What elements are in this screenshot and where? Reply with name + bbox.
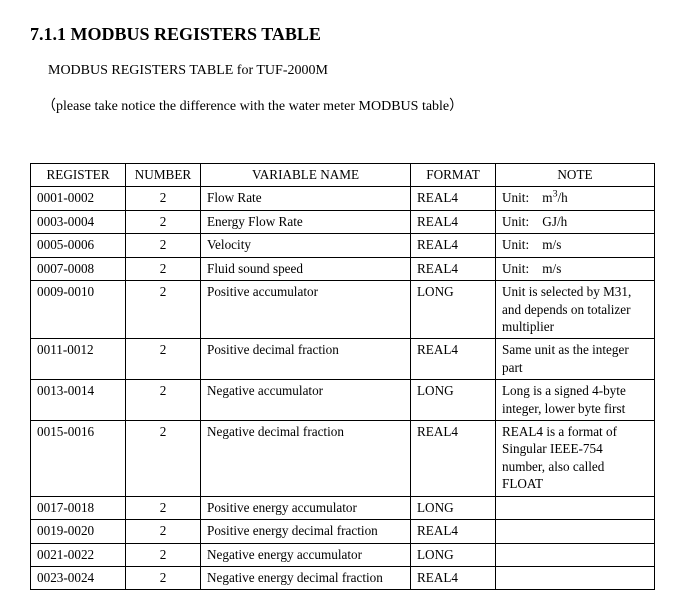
col-header-number: NUMBER — [126, 164, 201, 187]
cell-register: 0003-0004 — [31, 210, 126, 233]
col-header-variable: VARIABLE NAME — [201, 164, 411, 187]
cell-number: 2 — [126, 187, 201, 210]
col-header-register: REGISTER — [31, 164, 126, 187]
cell-note: Unit is selected by M31, and depends on … — [496, 281, 655, 339]
cell-register: 0007-0008 — [31, 257, 126, 280]
cell-variable-name: Flow Rate — [201, 187, 411, 210]
cell-format: LONG — [411, 543, 496, 566]
cell-variable-name: Negative energy accumulator — [201, 543, 411, 566]
section-heading: 7.1.1 MODBUS REGISTERS TABLE — [30, 24, 654, 45]
cell-variable-name: Negative accumulator — [201, 380, 411, 421]
cell-variable-name: Velocity — [201, 234, 411, 257]
cell-register: 0001-0002 — [31, 187, 126, 210]
cell-note: Unit: m/s — [496, 257, 655, 280]
cell-register: 0021-0022 — [31, 543, 126, 566]
cell-note — [496, 543, 655, 566]
cell-number: 2 — [126, 567, 201, 590]
cell-variable-name: Positive energy accumulator — [201, 496, 411, 519]
cell-register: 0011-0012 — [31, 339, 126, 380]
cell-number: 2 — [126, 380, 201, 421]
cell-number: 2 — [126, 234, 201, 257]
table-row: 0023-00242Negative energy decimal fracti… — [31, 567, 655, 590]
modbus-registers-table: REGISTER NUMBER VARIABLE NAME FORMAT NOT… — [30, 163, 655, 590]
cell-number: 2 — [126, 520, 201, 543]
cell-format: LONG — [411, 281, 496, 339]
table-row: 0015-00162Negative decimal fractionREAL4… — [31, 421, 655, 497]
document-page: 7.1.1 MODBUS REGISTERS TABLE MODBUS REGI… — [0, 0, 678, 614]
cell-note: Same unit as the integer part — [496, 339, 655, 380]
table-row: 0011-00122Positive decimal fractionREAL4… — [31, 339, 655, 380]
cell-note: REAL4 is a format of Singular IEEE-754 n… — [496, 421, 655, 497]
cell-variable-name: Positive energy decimal fraction — [201, 520, 411, 543]
table-row: 0001-00022Flow RateREAL4Unit: m3/h — [31, 187, 655, 210]
cell-note: Long is a signed 4-byte integer, lower b… — [496, 380, 655, 421]
cell-variable-name: Positive decimal fraction — [201, 339, 411, 380]
cell-register: 0019-0020 — [31, 520, 126, 543]
cell-note: Unit: m3/h — [496, 187, 655, 210]
cell-note — [496, 520, 655, 543]
table-row: 0005-00062VelocityREAL4Unit: m/s — [31, 234, 655, 257]
table-row: 0017-00182Positive energy accumulatorLON… — [31, 496, 655, 519]
cell-number: 2 — [126, 210, 201, 233]
cell-note — [496, 567, 655, 590]
cell-number: 2 — [126, 281, 201, 339]
table-row: 0013-00142Negative accumulatorLONGLong i… — [31, 380, 655, 421]
cell-format: REAL4 — [411, 567, 496, 590]
table-row: 0003-00042Energy Flow RateREAL4Unit: GJ/… — [31, 210, 655, 233]
cell-variable-name: Negative energy decimal fraction — [201, 567, 411, 590]
cell-note — [496, 496, 655, 519]
cell-register: 0009-0010 — [31, 281, 126, 339]
col-header-note: NOTE — [496, 164, 655, 187]
table-body: 0001-00022Flow RateREAL4Unit: m3/h0003-0… — [31, 187, 655, 590]
cell-number: 2 — [126, 496, 201, 519]
table-row: 0021-00222Negative energy accumulatorLON… — [31, 543, 655, 566]
cell-register: 0017-0018 — [31, 496, 126, 519]
table-header: REGISTER NUMBER VARIABLE NAME FORMAT NOT… — [31, 164, 655, 187]
cell-format: LONG — [411, 496, 496, 519]
cell-variable-name: Negative decimal fraction — [201, 421, 411, 497]
cell-format: REAL4 — [411, 257, 496, 280]
cell-register: 0015-0016 — [31, 421, 126, 497]
cell-format: REAL4 — [411, 187, 496, 210]
cell-format: REAL4 — [411, 421, 496, 497]
cell-number: 2 — [126, 257, 201, 280]
cell-register: 0005-0006 — [31, 234, 126, 257]
cell-format: REAL4 — [411, 520, 496, 543]
cell-register: 0013-0014 — [31, 380, 126, 421]
cell-note: Unit: GJ/h — [496, 210, 655, 233]
table-row: 0019-00202Positive energy decimal fracti… — [31, 520, 655, 543]
cell-number: 2 — [126, 421, 201, 497]
cell-register: 0023-0024 — [31, 567, 126, 590]
cell-variable-name: Fluid sound speed — [201, 257, 411, 280]
table-row: 0007-00082Fluid sound speedREAL4Unit: m/… — [31, 257, 655, 280]
section-subtitle: MODBUS REGISTERS TABLE for TUF-2000M — [48, 63, 654, 79]
cell-variable-name: Energy Flow Rate — [201, 210, 411, 233]
cell-number: 2 — [126, 339, 201, 380]
table-header-row: REGISTER NUMBER VARIABLE NAME FORMAT NOT… — [31, 164, 655, 187]
table-row: 0009-00102Positive accumulatorLONGUnit i… — [31, 281, 655, 339]
cell-format: REAL4 — [411, 339, 496, 380]
section-note: （please take notice the difference with … — [42, 95, 654, 115]
cell-format: LONG — [411, 380, 496, 421]
cell-note: Unit: m/s — [496, 234, 655, 257]
cell-format: REAL4 — [411, 234, 496, 257]
cell-variable-name: Positive accumulator — [201, 281, 411, 339]
cell-number: 2 — [126, 543, 201, 566]
col-header-format: FORMAT — [411, 164, 496, 187]
cell-format: REAL4 — [411, 210, 496, 233]
